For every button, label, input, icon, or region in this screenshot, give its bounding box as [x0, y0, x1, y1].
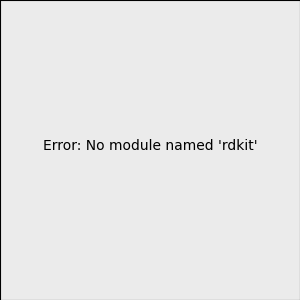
Text: Error: No module named 'rdkit': Error: No module named 'rdkit': [43, 139, 257, 153]
